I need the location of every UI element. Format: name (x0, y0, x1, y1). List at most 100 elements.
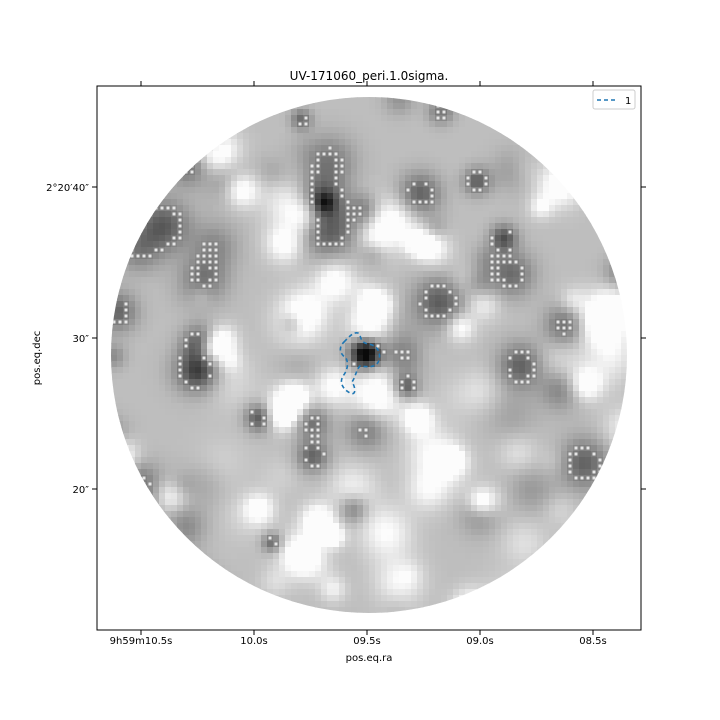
map-pixel (279, 325, 286, 332)
map-pixel (393, 343, 400, 350)
map-pixel (351, 439, 358, 446)
map-pixel (459, 247, 466, 254)
map-pixel (249, 367, 256, 374)
map-pixel (267, 241, 274, 248)
map-pixel (465, 199, 472, 206)
map-pixel (435, 421, 442, 428)
map-pixel (183, 433, 190, 440)
map-pixel (525, 283, 532, 290)
map-pixel (285, 193, 292, 200)
map-pixel (441, 259, 448, 266)
map-pixel (501, 241, 508, 248)
map-pixel (543, 253, 550, 260)
map-pixel (537, 313, 544, 320)
map-pixel (285, 265, 292, 272)
map-pixel (465, 205, 472, 212)
map-pixel (231, 157, 238, 164)
map-pixel (243, 313, 250, 320)
map-pixel (165, 271, 172, 278)
map-pixel (291, 133, 298, 140)
map-pixel (465, 301, 472, 308)
map-pixel (345, 475, 352, 482)
map-pixel (135, 283, 142, 290)
map-pixel (267, 295, 274, 302)
map-pixel (525, 307, 532, 314)
map-pixel (249, 283, 256, 290)
map-pixel (411, 295, 418, 302)
map-pixel (411, 319, 418, 326)
map-pixel (357, 103, 364, 110)
map-pixel (435, 193, 442, 200)
map-pixel (291, 187, 298, 194)
map-pixel (585, 415, 592, 422)
map-pixel (267, 235, 274, 242)
map-pixel (339, 373, 346, 380)
map-pixel (363, 319, 370, 326)
map-pixel (225, 313, 232, 320)
map-pixel (387, 439, 394, 446)
map-pixel (375, 259, 382, 266)
map-pixel (417, 277, 424, 284)
map-pixel (381, 307, 388, 314)
map-pixel (375, 283, 382, 290)
map-pixel (525, 367, 532, 374)
map-pixel (411, 355, 418, 362)
map-pixel (285, 127, 292, 134)
map-pixel (249, 181, 256, 188)
map-pixel (279, 271, 286, 278)
map-pixel (285, 145, 292, 152)
map-pixel (339, 391, 346, 398)
map-pixel (399, 475, 406, 482)
map-pixel (303, 127, 310, 134)
map-pixel (489, 181, 496, 188)
map-pixel (555, 403, 562, 410)
map-pixel (315, 313, 322, 320)
map-pixel (345, 409, 352, 416)
map-pixel (399, 283, 406, 290)
map-pixel (213, 415, 220, 422)
map-pixel (453, 289, 460, 296)
map-pixel (249, 151, 256, 158)
map-pixel (315, 259, 322, 266)
map-pixel (321, 433, 328, 440)
map-pixel (291, 385, 298, 392)
map-pixel (471, 481, 478, 488)
map-pixel (339, 181, 346, 188)
map-pixel (327, 199, 334, 206)
map-pixel (435, 427, 442, 434)
map-pixel (183, 475, 190, 482)
map-pixel (201, 277, 208, 284)
map-pixel (297, 361, 304, 368)
map-pixel (309, 367, 316, 374)
map-pixel (483, 493, 490, 500)
map-pixel (153, 391, 160, 398)
map-pixel (483, 259, 490, 266)
map-pixel (345, 445, 352, 452)
map-pixel (453, 493, 460, 500)
map-pixel (579, 343, 586, 350)
map-pixel (339, 379, 346, 386)
map-pixel (597, 307, 604, 314)
map-pixel (351, 253, 358, 260)
map-pixel (183, 295, 190, 302)
map-pixel (597, 295, 604, 302)
map-pixel (303, 151, 310, 158)
map-pixel (459, 475, 466, 482)
map-pixel (393, 493, 400, 500)
map-pixel (423, 235, 430, 242)
map-pixel (273, 325, 280, 332)
map-pixel (237, 199, 244, 206)
map-pixel (495, 169, 502, 176)
map-pixel (273, 187, 280, 194)
map-pixel (477, 175, 484, 182)
map-pixel (267, 115, 274, 122)
map-pixel (345, 433, 352, 440)
map-pixel (483, 313, 490, 320)
map-pixel (291, 325, 298, 332)
map-pixel (555, 187, 562, 194)
map-pixel (417, 181, 424, 188)
map-pixel (411, 331, 418, 338)
map-pixel (237, 433, 244, 440)
map-pixel (537, 367, 544, 374)
map-pixel (585, 235, 592, 242)
